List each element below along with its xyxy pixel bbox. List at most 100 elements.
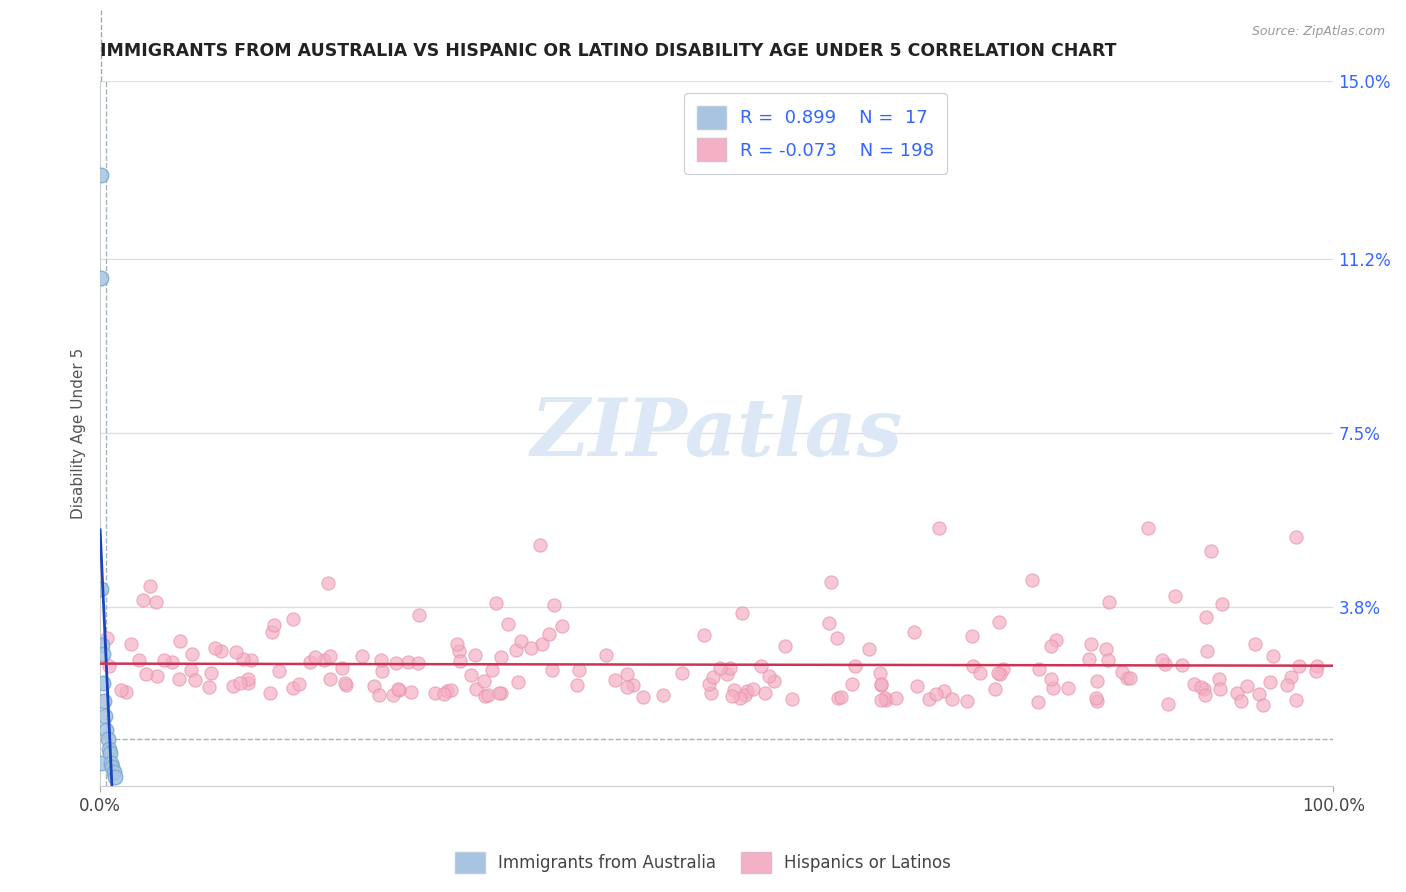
Point xyxy=(440,682,463,697)
Point xyxy=(485,596,508,610)
Point xyxy=(335,678,357,692)
Point xyxy=(209,644,232,658)
Point xyxy=(1194,688,1216,702)
Text: Source: ZipAtlas.com: Source: ZipAtlas.com xyxy=(1251,25,1385,38)
Point xyxy=(446,637,468,651)
Point xyxy=(1157,697,1180,711)
Point xyxy=(267,664,290,678)
Point xyxy=(96,723,118,737)
Point xyxy=(472,673,495,688)
Point xyxy=(1078,652,1101,666)
Point xyxy=(529,538,551,552)
Point xyxy=(1150,653,1173,667)
Point xyxy=(93,694,115,708)
Point xyxy=(1028,695,1050,709)
Point xyxy=(1260,675,1282,690)
Point xyxy=(988,667,1011,681)
Point xyxy=(720,689,742,703)
Point xyxy=(818,615,841,630)
Point xyxy=(1080,637,1102,651)
Point xyxy=(551,618,574,632)
Point xyxy=(991,662,1014,676)
Point xyxy=(960,629,983,643)
Point xyxy=(97,741,120,756)
Point xyxy=(477,688,499,702)
Point xyxy=(198,680,221,694)
Point xyxy=(363,679,385,693)
Point xyxy=(433,688,456,702)
Point xyxy=(121,637,143,651)
Point xyxy=(98,746,121,760)
Point xyxy=(870,678,893,692)
Point xyxy=(870,693,893,707)
Point xyxy=(1189,681,1212,695)
Point xyxy=(259,686,281,700)
Point xyxy=(671,665,693,680)
Point xyxy=(1115,671,1137,685)
Point xyxy=(616,681,638,695)
Point xyxy=(330,661,353,675)
Point xyxy=(474,689,496,703)
Point xyxy=(350,649,373,664)
Point xyxy=(281,681,304,696)
Point xyxy=(464,648,486,663)
Point xyxy=(90,271,112,285)
Y-axis label: Disability Age Under 5: Disability Age Under 5 xyxy=(72,348,86,519)
Point xyxy=(754,686,776,700)
Point xyxy=(263,618,285,632)
Point xyxy=(481,664,503,678)
Point xyxy=(541,663,564,677)
Point xyxy=(1305,664,1327,678)
Point xyxy=(631,690,654,705)
Point xyxy=(370,653,392,667)
Point xyxy=(1021,573,1043,587)
Point xyxy=(616,666,638,681)
Point xyxy=(236,675,259,690)
Point xyxy=(94,708,117,723)
Point xyxy=(101,760,124,774)
Point xyxy=(489,686,512,700)
Point xyxy=(928,520,950,534)
Point xyxy=(388,682,411,697)
Point xyxy=(1211,597,1233,611)
Point xyxy=(749,658,772,673)
Point xyxy=(737,683,759,698)
Point xyxy=(114,685,136,699)
Point xyxy=(91,648,114,662)
Point xyxy=(1098,594,1121,608)
Point xyxy=(382,688,405,702)
Point xyxy=(460,668,482,682)
Point xyxy=(239,653,262,667)
Point xyxy=(319,648,342,663)
Point xyxy=(1153,657,1175,672)
Point xyxy=(869,665,891,680)
Text: IMMIGRANTS FROM AUSTRALIA VS HISPANIC OR LATINO DISABILITY AGE UNDER 5 CORRELATI: IMMIGRANTS FROM AUSTRALIA VS HISPANIC OR… xyxy=(100,42,1116,60)
Point xyxy=(288,677,311,691)
Point xyxy=(90,756,112,770)
Point xyxy=(496,617,519,632)
Point xyxy=(827,690,849,705)
Point xyxy=(200,666,222,681)
Point xyxy=(167,673,190,687)
Point xyxy=(436,684,458,698)
Point xyxy=(875,693,897,707)
Point xyxy=(96,631,118,645)
Point xyxy=(941,692,963,706)
Point xyxy=(1045,632,1067,647)
Point xyxy=(543,598,565,612)
Point xyxy=(716,667,738,681)
Point xyxy=(870,676,893,690)
Point xyxy=(319,672,342,686)
Point xyxy=(368,688,391,702)
Point xyxy=(103,765,125,780)
Point xyxy=(873,691,896,706)
Point xyxy=(135,666,157,681)
Point xyxy=(1085,694,1108,708)
Point xyxy=(773,640,796,654)
Point xyxy=(758,669,780,683)
Point xyxy=(595,648,617,663)
Point xyxy=(281,612,304,626)
Point xyxy=(763,674,786,689)
Point xyxy=(181,647,204,661)
Point xyxy=(1229,694,1251,708)
